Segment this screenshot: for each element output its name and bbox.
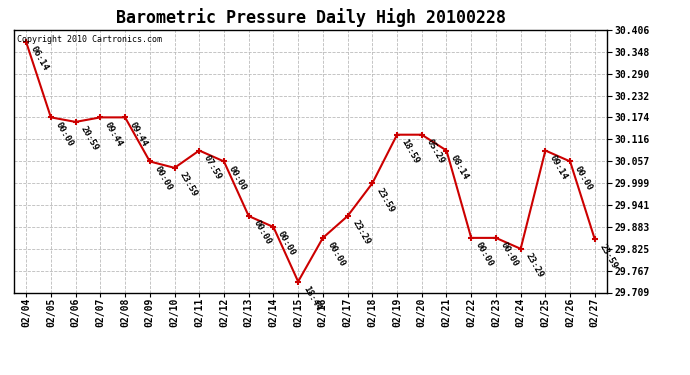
Text: 05:29: 05:29: [424, 138, 446, 165]
Text: 06:14: 06:14: [29, 45, 50, 73]
Text: 00:00: 00:00: [251, 219, 273, 247]
Text: 00:00: 00:00: [54, 120, 75, 148]
Text: 23:59: 23:59: [598, 242, 619, 270]
Text: 23:59: 23:59: [177, 171, 199, 198]
Text: 23:29: 23:29: [524, 252, 544, 279]
Text: 00:00: 00:00: [499, 241, 520, 268]
Text: 23:59: 23:59: [375, 186, 396, 214]
Text: 00:00: 00:00: [227, 164, 248, 192]
Text: 00:00: 00:00: [276, 230, 297, 258]
Text: 23:29: 23:29: [351, 219, 372, 247]
Text: 18:59: 18:59: [400, 138, 421, 165]
Text: 18:44: 18:44: [301, 284, 322, 312]
Text: 20:59: 20:59: [79, 124, 99, 153]
Text: 09:14: 09:14: [548, 153, 569, 181]
Text: 07:59: 07:59: [202, 153, 224, 181]
Text: 08:14: 08:14: [449, 153, 471, 181]
Text: 00:00: 00:00: [573, 164, 594, 192]
Title: Barometric Pressure Daily High 20100228: Barometric Pressure Daily High 20100228: [115, 8, 506, 27]
Text: 09:44: 09:44: [103, 120, 124, 148]
Text: Copyright 2010 Cartronics.com: Copyright 2010 Cartronics.com: [17, 35, 161, 44]
Text: 00:00: 00:00: [326, 241, 347, 268]
Text: 00:00: 00:00: [474, 241, 495, 268]
Text: 00:00: 00:00: [152, 164, 174, 192]
Text: 09:44: 09:44: [128, 120, 149, 148]
